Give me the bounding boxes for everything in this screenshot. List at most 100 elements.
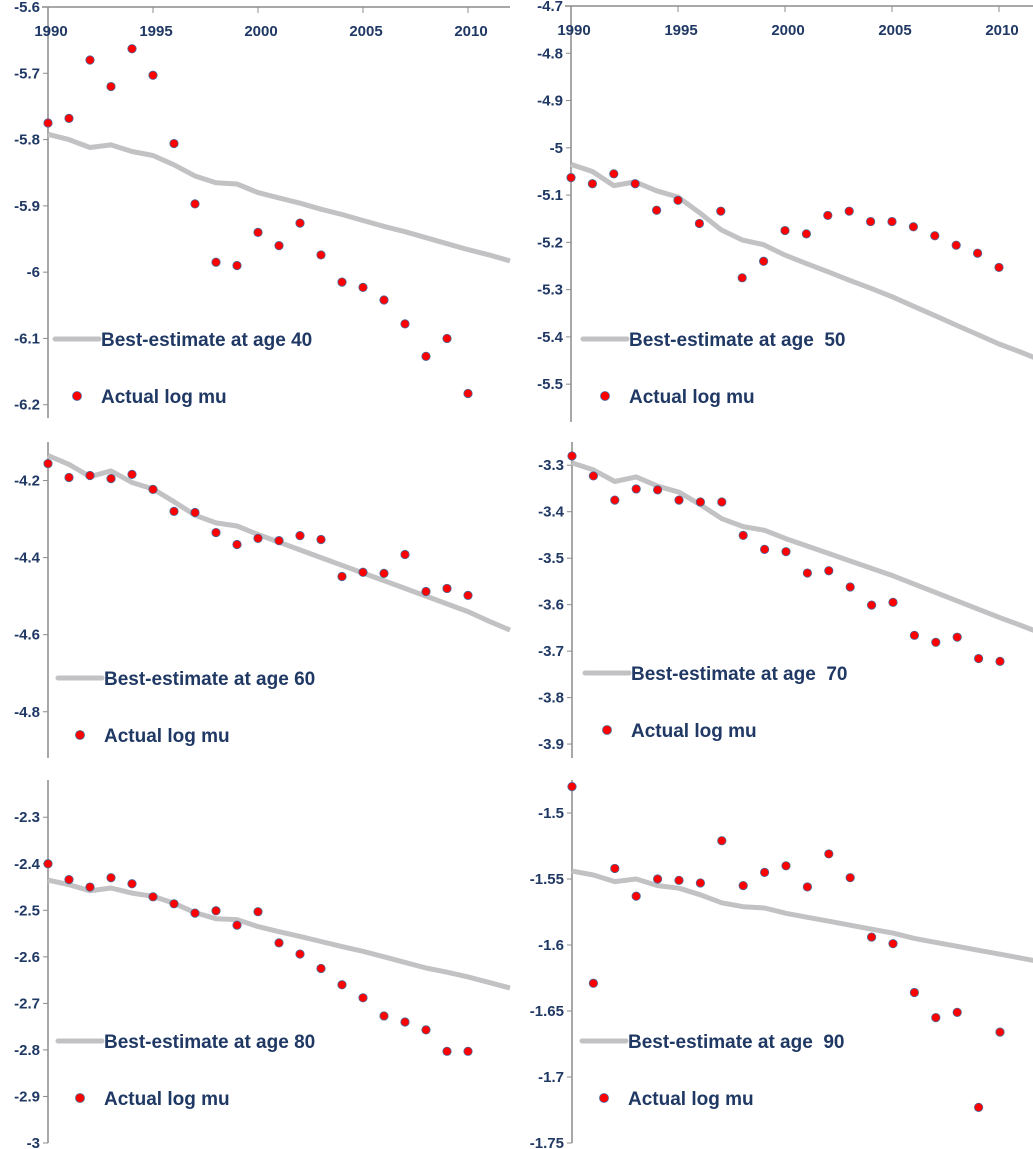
- x-tick-label: 2010: [985, 22, 1018, 39]
- legend-label-actual: Actual log mu: [631, 721, 757, 742]
- actual-log-mu-point: [337, 571, 347, 582]
- y-tick-label: -4.6: [14, 627, 40, 644]
- legend-label-actual: Actual log mu: [104, 726, 230, 747]
- y-tick-label: -1.65: [530, 1003, 564, 1020]
- actual-log-mu-point: [421, 351, 431, 361]
- legend-dot-swatch: [602, 725, 612, 735]
- legend-label-best-estimate: Best-estimate at age 80: [104, 1032, 315, 1053]
- actual-log-mu-point: [85, 470, 95, 481]
- y-tick-label: -1.55: [530, 871, 564, 888]
- actual-log-mu-point: [802, 882, 813, 892]
- actual-log-mu-point: [106, 474, 116, 484]
- x-tick-label: 2005: [878, 22, 911, 39]
- actual-log-mu-point: [442, 583, 452, 594]
- actual-log-mu-point: [717, 497, 727, 507]
- y-tick-label: -2.6: [14, 949, 40, 966]
- actual-log-mu-point: [652, 874, 663, 884]
- x-tick-label: 1995: [139, 23, 172, 40]
- legend-label-best-estimate: Best-estimate at age 50: [629, 330, 846, 351]
- chart-legend: Best-estimate at age 80 Actual log mu: [55, 1032, 315, 1110]
- actual-log-mu-point: [400, 549, 410, 560]
- actual-log-mu-point: [952, 1007, 962, 1017]
- actual-log-mu-point: [973, 1102, 984, 1112]
- actual-log-mu-point: [780, 225, 790, 236]
- actual-log-mu-point: [844, 206, 854, 216]
- y-tick-label: -5.6: [14, 0, 40, 16]
- actual-log-mu-point: [421, 586, 431, 597]
- actual-log-mu-point: [781, 547, 791, 557]
- actual-log-mu-point: [973, 653, 984, 664]
- y-tick-label: -5.8: [14, 132, 40, 149]
- y-tick-label: -2.8: [14, 1042, 40, 1059]
- y-tick-label: -5.5: [537, 376, 563, 393]
- y-tick-label: -3.6: [538, 597, 564, 614]
- y-tick-label: -3.8: [538, 690, 564, 707]
- actual-log-mu-point: [316, 250, 326, 260]
- legend-label-best-estimate: Best-estimate at age 40: [101, 330, 312, 351]
- y-tick-label: -6.2: [14, 397, 40, 414]
- y-tick-label: -2.9: [14, 1088, 40, 1105]
- actual-log-mu-point: [567, 451, 577, 461]
- best-estimate-line: [571, 868, 1033, 963]
- actual-log-mu-point: [337, 277, 347, 287]
- chart-panel-top-right: -4.7 -4.8 -4.9 -5 -5.1 -5.2 -5.3 -5.4 -5.5 1990 19…: [537, 0, 1033, 422]
- chart-panel-middle-left: -4.2 -4.4 -4.6 -4.8 Best-estimate at age 60 A…: [14, 442, 511, 758]
- actual-log-mu-point: [148, 892, 158, 902]
- actual-log-mu-point: [995, 1027, 1005, 1037]
- best-estimate-line: [570, 162, 1033, 360]
- chart-panel-middle-right: -3.3 -3.4 -3.5 -3.6 -3.7 -3.8 -3.9 Best-estimat…: [538, 442, 1033, 758]
- y-tick-label: -5.1: [537, 187, 563, 204]
- actual-log-mu-point: [358, 282, 368, 293]
- actual-log-mu-point: [211, 906, 221, 916]
- actual-log-mu-point: [127, 879, 137, 889]
- actual-log-mu-point: [316, 534, 326, 545]
- legend-label-actual: Actual log mu: [101, 387, 227, 408]
- actual-log-mu-point: [190, 507, 200, 518]
- best-estimate-line: [47, 131, 511, 264]
- actual-log-mu-point: [930, 231, 940, 241]
- legend-label-actual: Actual log mu: [629, 387, 755, 408]
- x-tick-label: 1990: [557, 22, 590, 39]
- chart-panel-top-left: -5.6 -5.7 -5.8 -5.9 -6 -6.1 -6.2 1990 1995 2000 20…: [14, 0, 511, 418]
- y-tick-label: -1.7: [538, 1069, 564, 1086]
- legend-dot-swatch: [600, 391, 610, 401]
- actual-log-mu-point: [106, 873, 116, 883]
- y-tick-label: -3.7: [538, 643, 564, 660]
- actual-log-mu-point: [673, 195, 683, 205]
- actual-log-mu-point: [232, 920, 242, 930]
- actual-log-mu-point: [695, 878, 706, 888]
- actual-log-mu-point: [865, 216, 876, 227]
- actual-log-mu-point: [463, 590, 473, 600]
- actual-log-mu-point: [588, 471, 599, 481]
- actual-log-mu-point: [994, 262, 1004, 273]
- actual-log-mu-point: [610, 863, 620, 874]
- actual-log-mu-point: [737, 273, 747, 283]
- actual-log-mu-point: [759, 544, 770, 554]
- y-tick-label: -1.5: [538, 805, 564, 822]
- actual-log-mu-point: [652, 485, 663, 495]
- actual-log-mu-point: [759, 867, 770, 878]
- actual-log-mu-point: [823, 210, 833, 221]
- actual-log-mu-point: [738, 880, 748, 891]
- actual-log-mu-point: [211, 527, 221, 538]
- y-tick-label: -1.6: [538, 937, 564, 954]
- actual-log-mu-point: [295, 531, 305, 541]
- actual-log-mu-point: [85, 55, 95, 65]
- chart-legend: Best-estimate at age 40 Actual log mu: [52, 330, 312, 408]
- actual-log-mu-point: [866, 932, 877, 942]
- actual-log-mu-point: [866, 600, 877, 610]
- x-tick-label: 2010: [454, 23, 487, 40]
- y-tick-label: -3.3: [538, 457, 564, 474]
- actual-log-mu-point: [610, 495, 620, 505]
- actual-log-mu-point: [566, 173, 576, 183]
- y-tick-label: -1.75: [530, 1135, 564, 1149]
- actual-log-mu-point: [169, 899, 179, 909]
- y-tick-label: -5.4: [537, 329, 564, 346]
- actual-log-mu-point: [316, 963, 326, 974]
- actual-log-mu-point: [295, 949, 305, 959]
- actual-log-mu-point: [274, 536, 284, 546]
- actual-log-mu-point: [442, 333, 452, 344]
- actual-log-mu-point: [337, 980, 347, 990]
- actual-log-mu-point: [274, 241, 284, 251]
- actual-log-mu-point: [253, 227, 263, 237]
